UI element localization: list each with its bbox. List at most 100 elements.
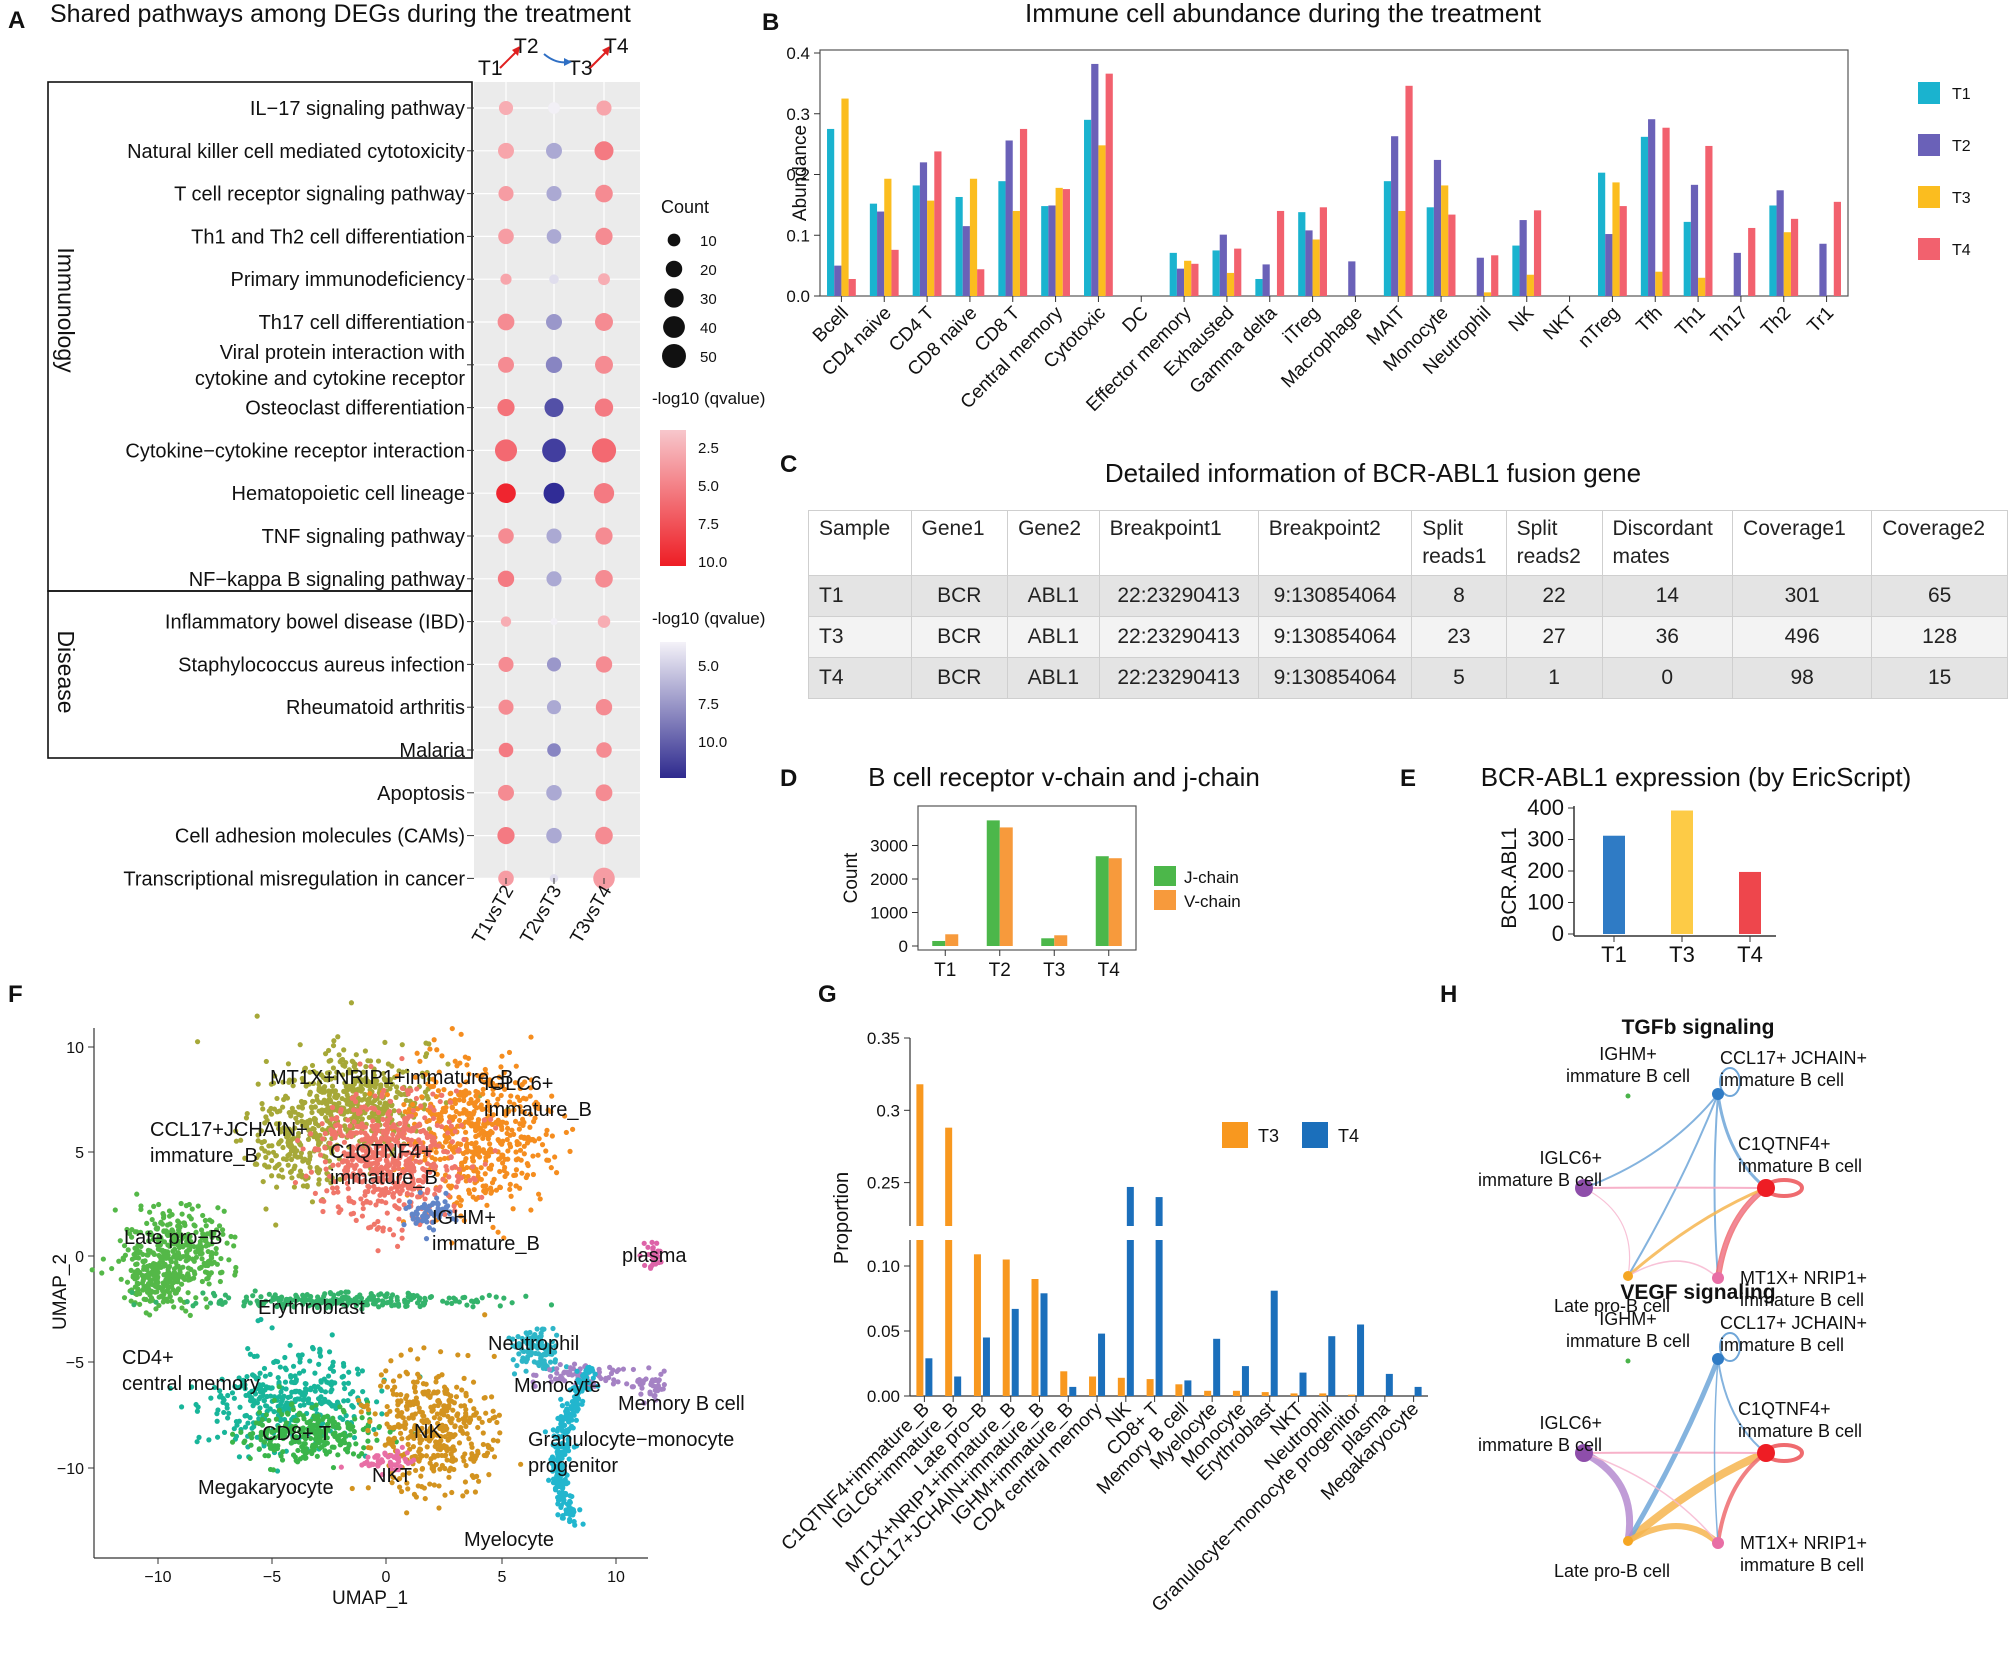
umap-point [301, 1402, 307, 1408]
umap-point [352, 1068, 359, 1074]
bar [1241, 1366, 1249, 1396]
umap-point [449, 1300, 455, 1306]
umap-point [260, 1106, 266, 1112]
pathway-dot [594, 398, 614, 417]
umap-point [510, 1206, 516, 1212]
umap-point [200, 1290, 206, 1296]
umap-point [371, 1105, 377, 1111]
umap-point [170, 1287, 176, 1293]
network-node [1623, 1271, 1633, 1281]
umap-point [158, 1219, 164, 1225]
umap-point [353, 1052, 359, 1058]
umap-point [365, 1438, 371, 1444]
umap-point [518, 1461, 524, 1467]
bar [925, 1358, 933, 1396]
pathway-dot [546, 142, 562, 159]
umap-point [349, 1403, 355, 1409]
pathway-dot [591, 438, 617, 463]
umap-point [477, 1154, 483, 1160]
umap-point [463, 1129, 469, 1135]
umap-point [164, 1288, 170, 1294]
umap-point [331, 1190, 337, 1196]
umap-point [280, 1079, 286, 1085]
umap-point [319, 1121, 325, 1127]
pathway-dot [595, 699, 613, 716]
umap-point [260, 1382, 266, 1388]
umap-point [312, 1388, 318, 1394]
cluster-label: Monocyte [514, 1375, 601, 1397]
legend-label: T3 [1952, 190, 1971, 207]
fusion-table-cell: 5 [1411, 657, 1507, 699]
umap-point [345, 1380, 352, 1386]
umap-point [346, 1086, 352, 1092]
pathway-dot [498, 228, 514, 245]
umap-point [439, 1053, 445, 1059]
umap-point [457, 1202, 464, 1209]
pathway-dot [498, 699, 514, 715]
umap-point [285, 1061, 292, 1067]
umap-point [129, 1289, 135, 1296]
fusion-table-cell: ABL1 [1007, 575, 1100, 617]
umap-point [486, 1292, 492, 1298]
umap-point [462, 1119, 469, 1125]
color-legend-tick: 10.0 [698, 554, 727, 571]
umap-point [377, 1383, 384, 1389]
umap-point [394, 1243, 401, 1249]
network-node-label: immature B cell [1566, 1331, 1690, 1351]
cluster-label: CD4+ [122, 1347, 174, 1369]
umap-point [295, 1130, 302, 1137]
umap-point [276, 1173, 282, 1179]
umap-point [378, 1372, 384, 1378]
cluster-label: Granulocyte−monocyte [528, 1429, 734, 1451]
umap-point [425, 1388, 432, 1394]
umap-point [322, 1291, 328, 1297]
bar [916, 1084, 924, 1226]
umap-point [178, 1404, 185, 1410]
bar [1603, 835, 1625, 934]
umap-point [508, 1193, 514, 1199]
umap-point [335, 1034, 341, 1040]
umap-point [360, 1388, 366, 1395]
umap-point [204, 1260, 210, 1266]
umap-point [290, 1452, 297, 1458]
umap-point [280, 1104, 286, 1110]
umap-point [255, 1132, 261, 1138]
umap-point [437, 1156, 443, 1162]
cluster-label: immature_B [432, 1233, 540, 1255]
bar [1348, 1394, 1356, 1396]
umap-point [353, 1217, 359, 1223]
umap-point [299, 1122, 306, 1128]
umap-point [329, 1150, 335, 1156]
umap-point [308, 1448, 314, 1455]
umap-point [257, 1405, 263, 1411]
umap-point [254, 1154, 260, 1161]
umap-point [329, 1332, 335, 1338]
umap-point [143, 1272, 149, 1279]
umap-point [436, 1505, 442, 1511]
umap-point [457, 1060, 463, 1066]
umap-point [478, 1165, 484, 1171]
panel-letter-a: A [8, 7, 25, 34]
x-tick-label: Th1 [1672, 303, 1710, 341]
bar [1176, 268, 1185, 296]
umap-point [267, 1406, 273, 1412]
umap-point [261, 1365, 268, 1372]
umap-point [346, 1144, 352, 1150]
umap-point [316, 1081, 322, 1087]
fusion-column-header: Coverage1 [1732, 510, 1873, 576]
umap-point [333, 1123, 339, 1129]
umap-point [399, 1055, 405, 1062]
umap-point [302, 1380, 308, 1387]
pathway-dot [597, 615, 611, 628]
bar [884, 178, 892, 296]
umap-point [312, 1370, 318, 1376]
umap-point [249, 1425, 255, 1431]
umap-point [274, 1184, 280, 1190]
umap-point [362, 1130, 368, 1136]
umap-point [405, 1435, 411, 1441]
fusion-table-cell: 9:130854064 [1257, 575, 1413, 617]
umap-point [470, 1194, 476, 1200]
bar [1748, 227, 1756, 296]
umap-point [372, 1093, 378, 1099]
network-node-label: C1QTNF4+ [1738, 1399, 1831, 1419]
